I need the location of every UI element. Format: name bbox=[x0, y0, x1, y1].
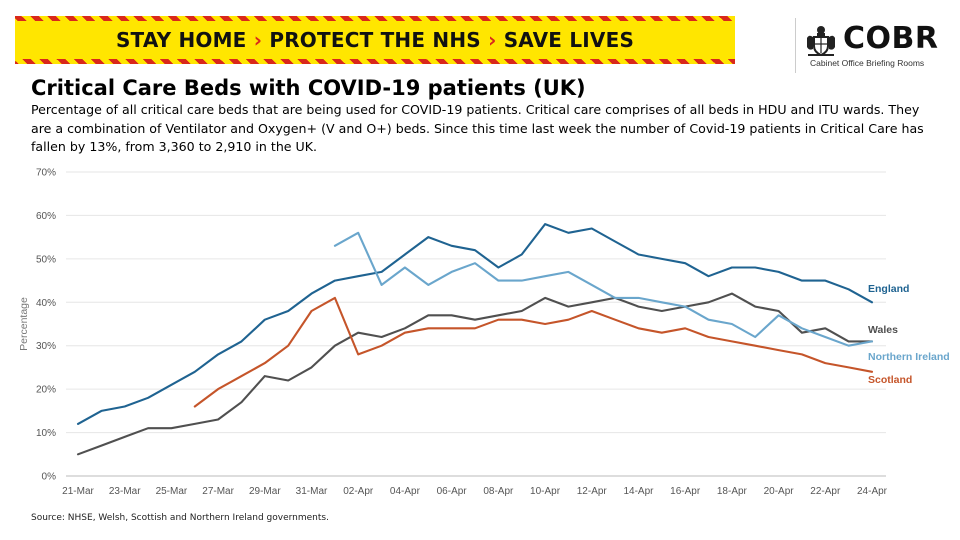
slogan-part-stay-home: STAY HOME bbox=[115, 28, 247, 52]
x-tick-label: 24-Apr bbox=[857, 486, 888, 497]
chevron-right-icon: › bbox=[488, 28, 497, 52]
x-tick-label: 22-Apr bbox=[810, 486, 841, 497]
series-label-northern-ireland: Northern Ireland bbox=[868, 351, 950, 363]
y-tick-label: 60% bbox=[36, 211, 56, 222]
x-tick-label: 29-Mar bbox=[249, 486, 281, 497]
source-note: Source: NHSE, Welsh, Scottish and Northe… bbox=[31, 513, 329, 523]
logo-subtitle: Cabinet Office Briefing Rooms bbox=[810, 58, 925, 68]
x-tick-label: 12-Apr bbox=[577, 486, 608, 497]
page-title: Critical Care Beds with COVID-19 patient… bbox=[31, 76, 586, 100]
y-tick-label: 10% bbox=[36, 428, 56, 439]
series-label-scotland: Scotland bbox=[868, 374, 912, 386]
x-tick-label: 14-Apr bbox=[623, 486, 654, 497]
y-tick-label: 40% bbox=[36, 298, 56, 309]
royal-crest-icon bbox=[807, 26, 835, 57]
series-label-england: England bbox=[868, 283, 909, 295]
series-line-england bbox=[76, 223, 874, 425]
x-tick-label: 20-Apr bbox=[764, 486, 795, 497]
y-tick-label: 30% bbox=[36, 341, 56, 352]
chart-description: Percentage of all critical care beds tha… bbox=[31, 102, 924, 154]
y-tick-label: 20% bbox=[36, 385, 56, 396]
x-tick-label: 31-Mar bbox=[296, 486, 328, 497]
chevron-right-icon: › bbox=[253, 28, 263, 52]
logo-name: COBR bbox=[843, 21, 939, 56]
slogan-banner: STAY HOME › PROTECT THE NHS › SAVE LIVES bbox=[15, 16, 735, 64]
series-label-wales: Wales bbox=[868, 324, 898, 336]
series-line-northern-ireland bbox=[333, 231, 874, 347]
slogan-part-protect-nhs: PROTECT THE NHS bbox=[269, 28, 481, 52]
series-line-wales bbox=[76, 292, 874, 456]
x-tick-label: 18-Apr bbox=[717, 486, 748, 497]
y-tick-label: 70% bbox=[36, 168, 56, 179]
x-tick-label: 02-Apr bbox=[343, 486, 374, 497]
x-tick-label: 16-Apr bbox=[670, 486, 701, 497]
y-tick-label: 50% bbox=[36, 254, 56, 265]
x-tick-label: 08-Apr bbox=[483, 486, 514, 497]
x-tick-label: 23-Mar bbox=[109, 486, 141, 497]
slogan-text: STAY HOME › PROTECT THE NHS › SAVE LIVES bbox=[116, 28, 634, 52]
cobr-logo: COBR Cabinet Office Briefing Rooms bbox=[800, 18, 950, 73]
line-chart: 0% 10% 20% 30% 40% 50% 60% 70% Percentage 21-Mar 2… bbox=[18, 168, 950, 498]
x-tick-label: 04-Apr bbox=[390, 486, 421, 497]
x-tick-label: 25-Mar bbox=[156, 486, 188, 497]
x-tick-label: 06-Apr bbox=[437, 486, 468, 497]
slogan-part-save-lives: SAVE LIVES bbox=[503, 28, 635, 52]
x-tick-label: 21-Mar bbox=[62, 486, 94, 497]
x-tick-label: 10-Apr bbox=[530, 486, 561, 497]
logo-divider bbox=[795, 18, 796, 73]
y-tick-label: 0% bbox=[42, 472, 57, 483]
y-axis-title: Percentage bbox=[18, 297, 30, 351]
series-line-scotland bbox=[193, 296, 874, 408]
x-tick-label: 27-Mar bbox=[202, 486, 234, 497]
